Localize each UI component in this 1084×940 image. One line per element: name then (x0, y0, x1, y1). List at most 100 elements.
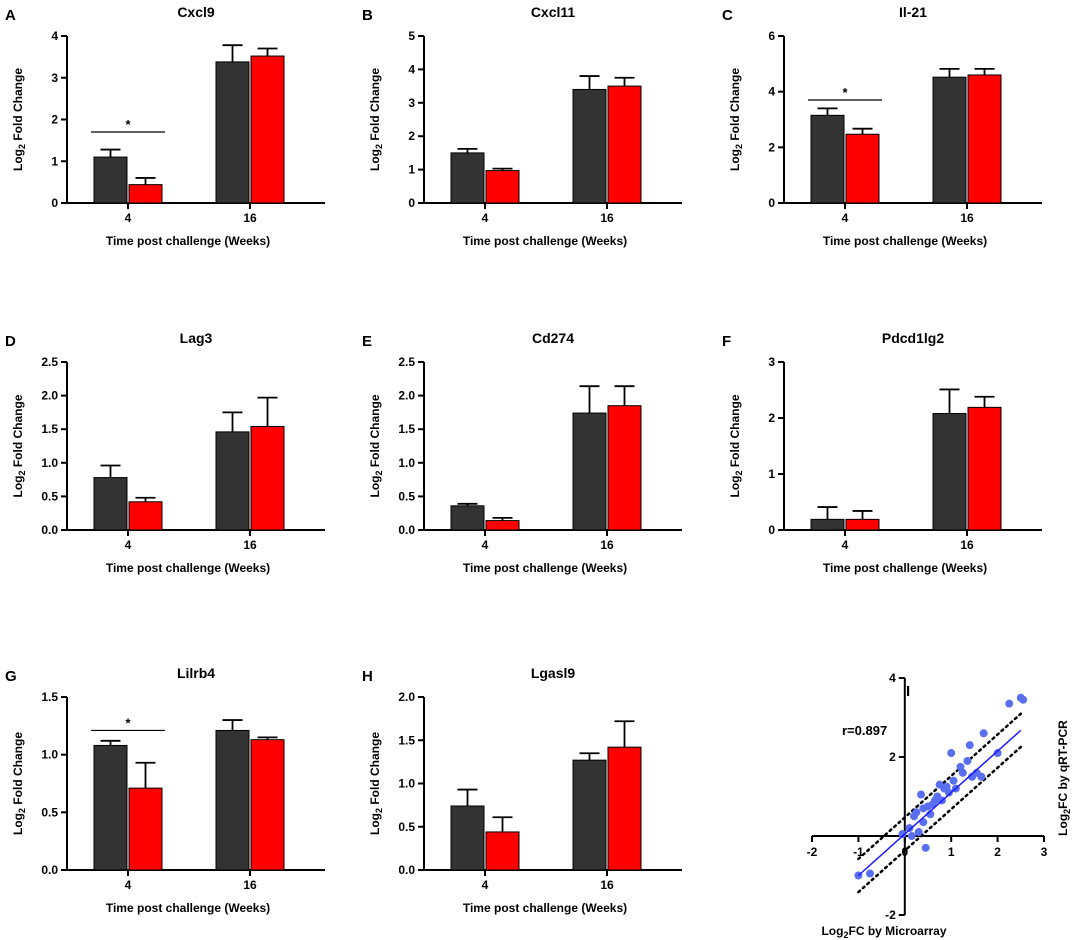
y-tick-label: 2.0 (398, 389, 415, 403)
panel-letter: B (362, 7, 373, 24)
panel-D: D Lag3 0.0 0.5 1.0 1.5 2.0 2.5 4 16 Time post chal… (5, 330, 325, 575)
data-point (921, 843, 930, 852)
y-tick-label: 0 (768, 196, 775, 210)
y-tick-label: 1 (408, 163, 415, 177)
panel-letter: C (722, 7, 733, 24)
y-tick-label: 2 (408, 129, 415, 143)
bar (485, 520, 520, 531)
y-axis-label: Log2 Fold Change (11, 732, 27, 835)
y-tick-label: 1 (51, 154, 58, 168)
y-tick-label: 1.0 (398, 456, 415, 470)
y-axis-label: Log2 Fold Change (368, 394, 384, 497)
y-tick-label: 0 (768, 523, 775, 537)
bar (572, 88, 607, 204)
chart-title: Lag3 (180, 330, 213, 346)
y-tick-label: 2 (889, 750, 896, 764)
significance-star: * (125, 117, 131, 132)
bar (93, 744, 128, 871)
panel-letter: G (5, 668, 17, 685)
y-tick-label: 1 (768, 467, 775, 481)
y-tick-label: 4 (768, 85, 775, 99)
chart-title: Lilrb4 (177, 665, 215, 681)
bar (128, 787, 163, 871)
x-tick-label: 16 (600, 538, 614, 552)
data-point (965, 741, 974, 750)
data-point (977, 772, 986, 781)
y-tick-label: 2 (768, 140, 775, 154)
y-tick-label: 1.0 (41, 748, 58, 762)
bar (450, 505, 485, 531)
data-point (949, 776, 958, 785)
data-point (947, 749, 956, 758)
chart-title: Cxcl9 (177, 4, 215, 20)
x-tick-label: 4 (125, 211, 132, 225)
bar (967, 74, 1002, 204)
y-tick-label: 0.0 (398, 863, 415, 877)
x-tick-label: 4 (842, 538, 849, 552)
panel-B: B Cxcl11 0 1 2 3 4 5 4 16 Time post challenge (Wee… (362, 4, 682, 248)
data-point (958, 768, 967, 777)
data-point (963, 756, 972, 765)
x-axis-label: Time post challenge (Weeks) (463, 561, 627, 575)
y-tick-label: 1.5 (41, 690, 58, 704)
x-tick-label: 1 (948, 845, 955, 859)
y-tick-label: 4 (51, 29, 58, 43)
bar (215, 729, 250, 871)
x-tick-label: 16 (600, 878, 614, 892)
chart-title: Pdcd1lg2 (882, 330, 944, 346)
y-axis-label: Log2 Fold Change (368, 732, 384, 835)
chart-title: Il-21 (899, 4, 927, 20)
significance-star: * (125, 715, 131, 730)
x-tick-label: 4 (842, 211, 849, 225)
data-point (917, 790, 926, 799)
data-point (898, 830, 907, 839)
data-point (979, 729, 988, 738)
data-point (944, 788, 953, 797)
panel-letter: I (906, 683, 910, 700)
panel-G: G Lilrb4 0.0 0.5 1.0 1.5 4 16 * Time post challen… (5, 665, 325, 915)
bar (128, 184, 163, 204)
panel-letter: A (5, 7, 16, 24)
data-point (914, 828, 923, 837)
x-tick-label: 2 (994, 845, 1001, 859)
y-tick-label: 4 (408, 62, 415, 76)
y-tick-label: 0.5 (41, 805, 58, 819)
bar (128, 501, 163, 531)
bar (572, 759, 607, 871)
y-tick-label: 0 (51, 196, 58, 210)
bar (485, 831, 520, 871)
y-tick-label: 2 (51, 113, 58, 127)
panel-letter: E (362, 333, 372, 350)
y-tick-label: 3 (51, 71, 58, 85)
x-tick-label: -2 (807, 845, 818, 859)
x-axis-label: Time post challenge (Weeks) (823, 561, 987, 575)
bar (607, 405, 642, 531)
ci-lower-line (857, 745, 1023, 894)
bar (810, 518, 845, 531)
panel-F: F Pdcd1lg2 0 1 2 3 4 16 Time post challenge (Wee… (722, 330, 1042, 575)
data-point (912, 808, 921, 817)
bar (845, 133, 880, 204)
bar (932, 413, 967, 531)
y-tick-label: 2.0 (41, 389, 58, 403)
bar (250, 426, 285, 531)
x-tick-label: 4 (482, 211, 489, 225)
data-point (1005, 699, 1014, 708)
x-axis-label: Time post challenge (Weeks) (106, 561, 270, 575)
x-tick-label: 4 (125, 538, 132, 552)
panel-letter: H (362, 668, 373, 685)
bar (810, 114, 845, 204)
y-tick-label: 1.5 (398, 422, 415, 436)
fit-line (857, 729, 1022, 877)
y-tick-label: 0 (408, 196, 415, 210)
correlation-annotation: r=0.897 (842, 723, 887, 738)
panel-E: E Cd274 0.0 0.5 1.0 1.5 2.0 2.5 4 16 Time post cha… (362, 330, 682, 575)
y-tick-label: 1.0 (41, 456, 58, 470)
bar (93, 156, 128, 204)
y-axis-label: Log2 Fold Change (11, 68, 27, 171)
x-tick-label: 4 (482, 538, 489, 552)
y-tick-label: 5 (408, 29, 415, 43)
data-point (866, 869, 874, 878)
y-axis-label: Log2 Fold Change (11, 394, 27, 497)
